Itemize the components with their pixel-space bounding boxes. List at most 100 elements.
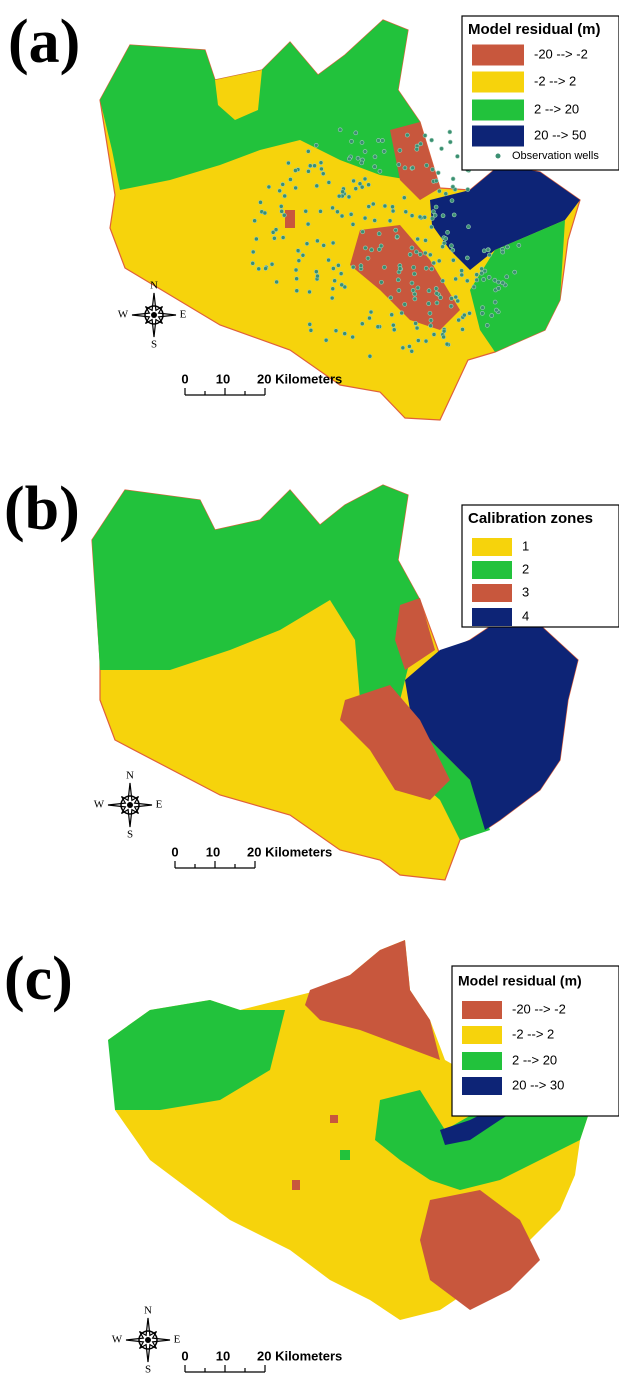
well <box>318 209 323 214</box>
well <box>423 238 428 243</box>
well <box>482 268 488 274</box>
well <box>273 227 279 232</box>
compass-center <box>145 1337 151 1343</box>
well <box>371 201 376 207</box>
well <box>272 235 277 241</box>
well <box>400 345 406 351</box>
well <box>365 255 371 261</box>
scale-label: 10 <box>216 371 230 386</box>
compass-letter: E <box>180 309 187 321</box>
well <box>390 204 395 210</box>
well <box>377 168 383 174</box>
well <box>288 177 293 182</box>
well <box>252 218 257 224</box>
well <box>378 243 384 249</box>
well <box>479 270 484 276</box>
well <box>415 285 421 291</box>
well <box>336 193 342 199</box>
well <box>440 244 445 249</box>
well <box>358 263 364 269</box>
legend-swatch <box>462 1001 502 1019</box>
legend-label: -2 --> 2 <box>534 73 576 88</box>
well <box>396 162 402 167</box>
legend-swatch <box>472 561 512 579</box>
scale-label: 0 <box>171 844 178 859</box>
well <box>375 324 381 330</box>
legend-swatch <box>472 44 524 66</box>
compass-letter: W <box>94 799 105 811</box>
well <box>250 261 256 266</box>
well <box>369 247 374 253</box>
well <box>294 276 299 282</box>
well <box>415 236 420 242</box>
well <box>412 296 418 302</box>
scale-label: 0 <box>181 371 188 386</box>
well <box>305 221 311 227</box>
well <box>372 154 378 160</box>
region <box>395 598 435 670</box>
well <box>367 353 373 359</box>
well <box>390 208 396 214</box>
region <box>405 620 578 830</box>
legend-label: 2 <box>522 561 529 576</box>
well <box>262 210 268 216</box>
well <box>434 291 439 296</box>
compass-letter: S <box>151 339 157 351</box>
well <box>500 280 506 286</box>
region <box>330 1115 338 1123</box>
well <box>441 334 446 340</box>
well <box>295 248 301 253</box>
region <box>305 940 440 1060</box>
well <box>434 300 440 306</box>
legend-label: -20 --> -2 <box>534 46 588 61</box>
well <box>410 165 416 171</box>
well <box>429 137 434 143</box>
well <box>459 268 464 273</box>
compass-ring <box>120 795 140 815</box>
map-b <box>91 484 579 881</box>
well <box>342 284 348 290</box>
compass: N S W E <box>112 1305 181 1376</box>
well <box>480 311 485 316</box>
legend-box <box>461 15 619 171</box>
well <box>417 252 423 257</box>
well <box>443 191 449 197</box>
well <box>346 156 352 162</box>
legend-label: Observation wells <box>512 150 599 162</box>
well <box>459 272 465 278</box>
well <box>418 141 423 147</box>
well <box>332 278 337 284</box>
well <box>409 280 415 286</box>
well <box>314 183 320 189</box>
well <box>394 234 400 239</box>
well <box>353 130 359 136</box>
well <box>489 313 494 318</box>
well <box>429 216 435 221</box>
well <box>296 258 302 263</box>
well <box>357 181 363 187</box>
well <box>409 213 415 218</box>
well <box>436 170 441 176</box>
well <box>500 249 506 255</box>
well <box>402 195 407 200</box>
legend-swatch <box>462 1077 502 1095</box>
well <box>274 279 279 285</box>
legend-swatch <box>472 538 512 556</box>
legend-label: 4 <box>522 608 529 623</box>
scale-label: 10 <box>216 1348 230 1363</box>
well <box>336 263 341 268</box>
well <box>326 257 331 263</box>
well <box>266 184 272 190</box>
well <box>329 295 335 301</box>
well <box>353 186 359 191</box>
well <box>319 166 324 172</box>
well <box>428 252 433 258</box>
legend-swatch <box>472 99 524 121</box>
well <box>321 243 326 248</box>
scale-label: 20 Kilometers <box>257 1348 342 1363</box>
legend-title: Calibration zones <box>468 510 593 527</box>
scale-label: 20 Kilometers <box>247 844 332 859</box>
well <box>387 218 393 224</box>
well <box>427 310 433 316</box>
well <box>453 294 459 300</box>
